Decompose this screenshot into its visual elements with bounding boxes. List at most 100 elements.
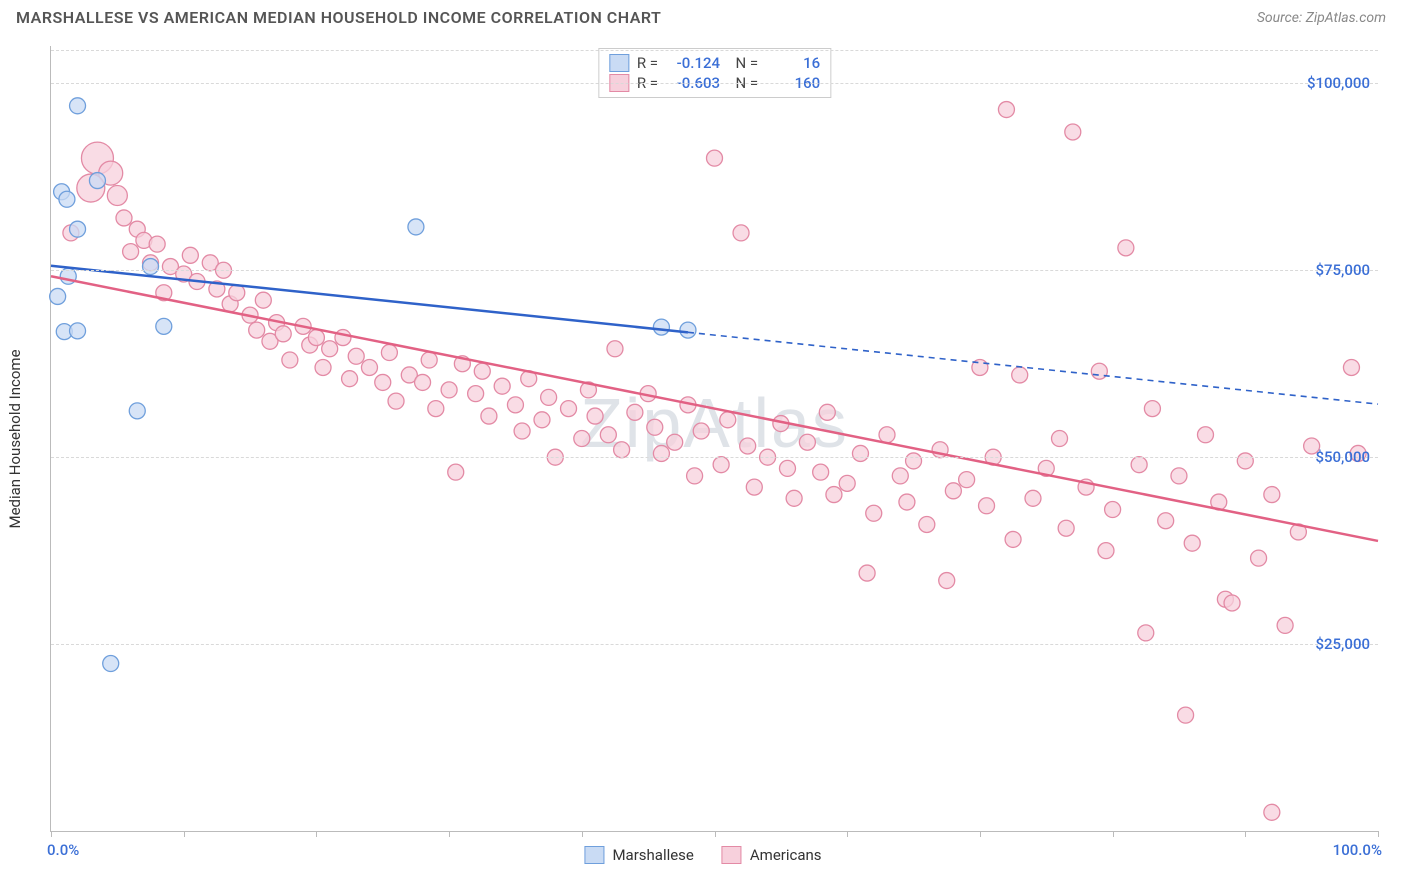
data-point bbox=[746, 479, 762, 495]
data-point bbox=[308, 330, 324, 346]
data-point bbox=[1178, 707, 1194, 723]
data-point bbox=[89, 173, 105, 189]
data-point bbox=[819, 404, 835, 420]
legend-r-value: -0.124 bbox=[666, 54, 720, 72]
x-tick bbox=[184, 831, 185, 837]
trend-line bbox=[51, 276, 1378, 541]
grid-line bbox=[51, 270, 1378, 271]
data-point bbox=[1251, 550, 1267, 566]
legend-n-value: 16 bbox=[766, 54, 820, 72]
data-point bbox=[129, 403, 145, 419]
data-point bbox=[653, 445, 669, 461]
y-axis-title: Median Household Income bbox=[6, 349, 24, 528]
data-point bbox=[740, 438, 756, 454]
data-point bbox=[607, 341, 623, 357]
x-tick bbox=[449, 831, 450, 837]
data-point bbox=[1105, 502, 1121, 518]
correlation-legend: R =-0.124 N =16R =-0.603 N =160 bbox=[598, 48, 831, 98]
scatter-plot-svg bbox=[51, 46, 1378, 831]
grid-line bbox=[51, 50, 1378, 51]
y-tick-label: $75,000 bbox=[1315, 261, 1370, 279]
x-tick bbox=[582, 831, 583, 837]
data-point bbox=[998, 102, 1014, 118]
data-point bbox=[182, 247, 198, 263]
data-point bbox=[282, 352, 298, 368]
data-point bbox=[1025, 490, 1041, 506]
x-tick bbox=[847, 831, 848, 837]
data-point bbox=[116, 210, 132, 226]
data-point bbox=[255, 292, 271, 308]
data-point bbox=[713, 457, 729, 473]
data-point bbox=[342, 371, 358, 387]
data-point bbox=[1118, 240, 1134, 256]
data-point bbox=[1058, 520, 1074, 536]
legend-row: R =-0.124 N =16 bbox=[609, 53, 820, 73]
data-point bbox=[428, 401, 444, 417]
data-point bbox=[1237, 453, 1253, 469]
source-value: ZipAtlas.com bbox=[1306, 10, 1386, 26]
data-point bbox=[408, 219, 424, 235]
x-tick bbox=[51, 831, 52, 837]
data-point bbox=[1005, 531, 1021, 547]
data-point bbox=[70, 323, 86, 339]
plot-area: ZipAtlas Median Household Income R =-0.1… bbox=[50, 46, 1378, 832]
x-start-label: 0.0% bbox=[47, 841, 79, 859]
data-point bbox=[103, 656, 119, 672]
x-tick bbox=[1245, 831, 1246, 837]
data-point bbox=[707, 150, 723, 166]
data-point bbox=[839, 475, 855, 491]
data-point bbox=[587, 408, 603, 424]
data-point bbox=[348, 348, 364, 364]
data-point bbox=[59, 191, 75, 207]
data-point bbox=[1264, 804, 1280, 820]
data-point bbox=[541, 389, 557, 405]
data-point bbox=[421, 352, 437, 368]
data-point bbox=[979, 498, 995, 514]
data-point bbox=[852, 445, 868, 461]
data-point bbox=[249, 322, 265, 338]
grid-line bbox=[51, 457, 1378, 458]
data-point bbox=[813, 464, 829, 480]
data-point bbox=[361, 359, 377, 375]
data-point bbox=[107, 186, 127, 206]
data-point bbox=[600, 427, 616, 443]
data-point bbox=[156, 318, 172, 334]
chart-container: MARSHALLESE VS AMERICAN MEDIAN HOUSEHOLD… bbox=[0, 0, 1406, 892]
data-point bbox=[939, 573, 955, 589]
data-point bbox=[448, 464, 464, 480]
source-label: Source: bbox=[1257, 10, 1306, 26]
y-tick-label: $50,000 bbox=[1315, 448, 1370, 466]
x-tick bbox=[715, 831, 716, 837]
data-point bbox=[1277, 617, 1293, 633]
data-point bbox=[1131, 457, 1147, 473]
data-point bbox=[1158, 513, 1174, 529]
data-point bbox=[322, 341, 338, 357]
legend-swatch bbox=[722, 846, 742, 864]
data-point bbox=[1098, 543, 1114, 559]
data-point bbox=[335, 330, 351, 346]
data-point bbox=[1052, 431, 1068, 447]
data-point bbox=[1144, 401, 1160, 417]
data-point bbox=[859, 565, 875, 581]
data-point bbox=[1264, 487, 1280, 503]
trend-line-extrapolated bbox=[688, 332, 1378, 404]
data-point bbox=[149, 236, 165, 252]
data-point bbox=[786, 490, 802, 506]
data-point bbox=[474, 363, 490, 379]
data-point bbox=[667, 434, 683, 450]
data-point bbox=[653, 319, 669, 335]
x-end-label: 100.0% bbox=[1333, 841, 1382, 859]
data-point bbox=[70, 221, 86, 237]
data-point bbox=[720, 412, 736, 428]
data-point bbox=[514, 423, 530, 439]
data-point bbox=[534, 412, 550, 428]
data-point bbox=[614, 442, 630, 458]
data-point bbox=[70, 98, 86, 114]
y-tick-label: $25,000 bbox=[1315, 635, 1370, 653]
data-point bbox=[494, 378, 510, 394]
chart-header: MARSHALLESE VS AMERICAN MEDIAN HOUSEHOLD… bbox=[0, 0, 1406, 31]
data-point bbox=[415, 374, 431, 390]
legend-text: N = bbox=[728, 54, 758, 72]
legend-label: Marshallese bbox=[612, 846, 693, 864]
data-point bbox=[906, 453, 922, 469]
